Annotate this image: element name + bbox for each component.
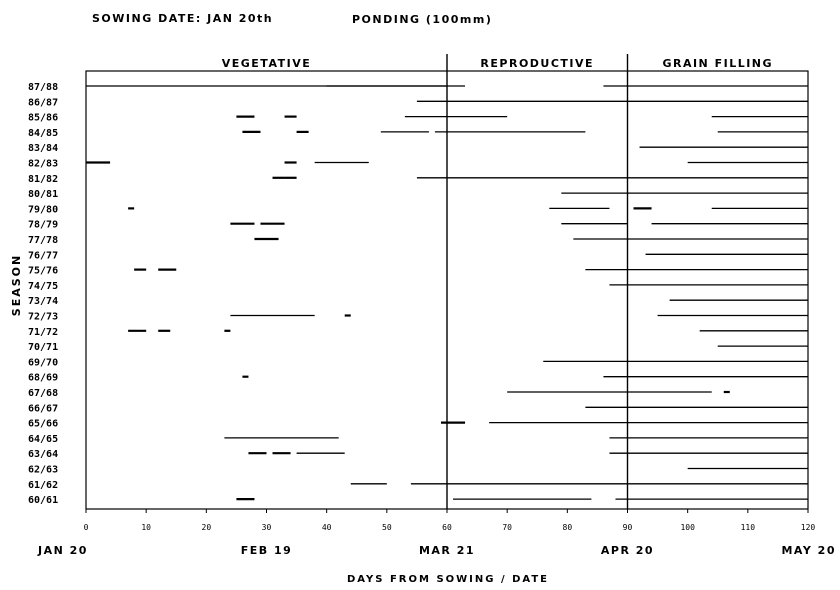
x-tick-label: 120: [801, 523, 816, 532]
season-label: 84/85: [28, 128, 58, 139]
season-label: 80/81: [28, 189, 58, 200]
x-tick-label: 20: [202, 523, 212, 532]
season-label: 63/64: [28, 449, 58, 460]
season-label: 65/66: [28, 419, 58, 430]
x-tick-label: 100: [680, 523, 695, 532]
season-label: 61/62: [28, 480, 58, 491]
season-label: 79/80: [28, 204, 58, 215]
date-labels: JAN 20 FEB 19 MAR 21 APR 20 MAY 20: [37, 544, 836, 557]
x-tick-label: 90: [623, 523, 633, 532]
season-label: 72/73: [28, 312, 58, 323]
season-label: 66/67: [28, 403, 58, 414]
season-label: 87/88: [28, 82, 58, 93]
date-label: MAR 21: [419, 544, 475, 557]
x-axis-ticks: 0 10 20 30 40 50 60 70 80 90 100 110 120: [84, 509, 816, 532]
season-label: 85/86: [28, 113, 58, 124]
sowing-date-title: SOWING DATE: JAN 20th: [92, 12, 273, 25]
season-label: 69/70: [28, 357, 58, 368]
x-tick-label: 0: [84, 523, 89, 532]
y-axis-label: SEASON: [10, 254, 23, 316]
x-tick-label: 40: [322, 523, 332, 532]
x-tick-label: 80: [563, 523, 573, 532]
date-label: JAN 20: [37, 544, 88, 557]
ponding-title: PONDING (100mm): [352, 13, 492, 26]
phase-label: GRAIN FILLING: [662, 57, 773, 70]
season-label: 68/69: [28, 373, 58, 384]
season-label: 62/63: [28, 465, 58, 476]
date-label: MAY 20: [781, 544, 836, 557]
season-label: 70/71: [28, 342, 58, 353]
season-label: 76/77: [28, 250, 58, 261]
x-tick-label: 110: [741, 523, 756, 532]
phase-label: REPRODUCTIVE: [480, 57, 594, 70]
x-tick-label: 50: [382, 523, 392, 532]
season-label: 71/72: [28, 327, 58, 338]
date-label: APR 20: [601, 544, 654, 557]
x-tick-label: 30: [262, 523, 272, 532]
season-label: 86/87: [28, 97, 58, 108]
season-label: 60/61: [28, 495, 58, 506]
season-label: 75/76: [28, 266, 58, 277]
season-label: 64/65: [28, 434, 58, 445]
phase-label: VEGETATIVE: [222, 57, 312, 70]
season-label: 82/83: [28, 159, 58, 170]
season-label: 67/68: [28, 388, 58, 399]
x-tick-label: 70: [502, 523, 512, 532]
phase-layer: VEGETATIVE REPRODUCTIVE GRAIN FILLING: [222, 54, 773, 509]
season-label: 83/84: [28, 143, 58, 154]
season-label: 74/75: [28, 281, 58, 292]
date-label: FEB 19: [241, 544, 293, 557]
season-label: 77/78: [28, 235, 58, 246]
x-axis-label: DAYS FROM SOWING / DATE: [347, 574, 549, 585]
season-label: 73/74: [28, 296, 58, 307]
season-label: 81/82: [28, 174, 58, 185]
x-tick-label: 60: [442, 523, 452, 532]
x-tick-label: 10: [141, 523, 151, 532]
season-label: 78/79: [28, 220, 58, 231]
season-rows: 87/88 86/87 85/86 84/85 83/84 82/83 81/82 80/81…: [28, 82, 808, 506]
